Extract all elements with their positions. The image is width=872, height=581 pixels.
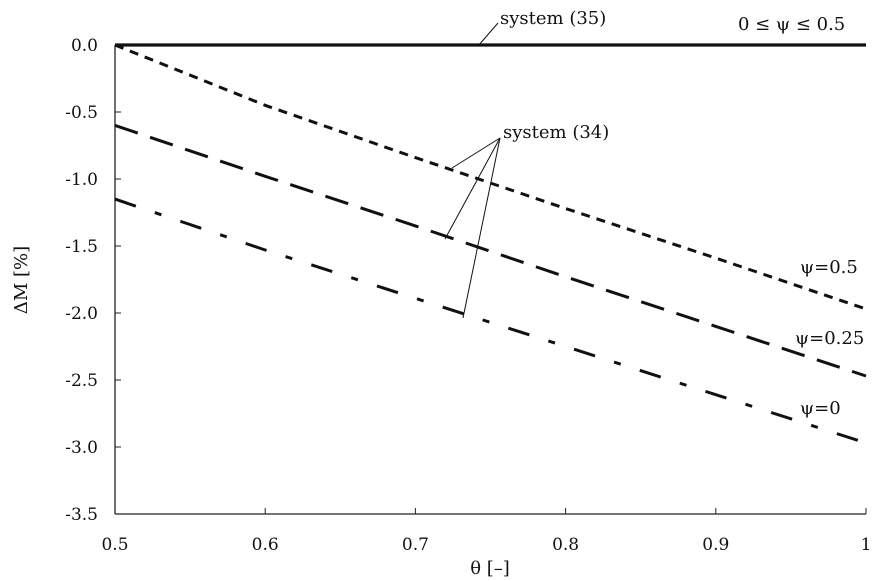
y-tick-label: -3.5 — [65, 505, 98, 525]
x-tick-label: 0.5 — [101, 535, 128, 555]
x-tick-label: 1 — [861, 535, 872, 555]
system34-leader-psi05 — [451, 137, 501, 169]
y-tick-label: -0.5 — [65, 103, 98, 123]
y-tick-label: -3.0 — [65, 438, 98, 458]
y-tick-label: 0.0 — [71, 36, 98, 56]
x-tick-label: 0.8 — [552, 535, 579, 555]
series-label-psi025: ψ=0.25 — [795, 328, 864, 349]
axes — [114, 45, 866, 515]
series-line-dash-dot — [114, 197, 867, 445]
annotation-system34: system (34) — [503, 122, 609, 143]
x-tick-label: 0.6 — [252, 535, 279, 555]
y-tick-label: -1.5 — [65, 237, 98, 257]
ticks: 0.5 0.6 0.7 0.8 0.9 1 0.0 -0.5 -1.0 -1.5 -2.0 -2.5 -… — [65, 36, 871, 555]
x-axis-label: θ [–] — [470, 558, 510, 579]
x-tick-label: 0.7 — [402, 535, 429, 555]
annotation-system35: system (35) — [500, 8, 606, 29]
system34-leader-psi0 — [462, 137, 501, 319]
y-tick-label: -1.0 — [65, 170, 98, 190]
annotation-leaders — [444, 22, 501, 319]
system34-leader-psi025 — [444, 137, 501, 240]
series-line-short-dash — [114, 43, 867, 311]
system35-leader — [477, 22, 499, 47]
series-line-long-dash — [114, 123, 867, 378]
series — [114, 43, 867, 445]
series-label-psi0: ψ=0 — [800, 398, 841, 419]
x-tick-label: 0.9 — [702, 535, 729, 555]
y-tick-label: -2.0 — [65, 304, 98, 324]
series-label-solid: 0 ≤ ψ ≤ 0.5 — [738, 14, 845, 35]
series-label-psi05: ψ=0.5 — [800, 257, 858, 278]
y-tick-label: -2.5 — [65, 371, 98, 391]
y-axis-label: ΔM [%] — [11, 246, 32, 314]
